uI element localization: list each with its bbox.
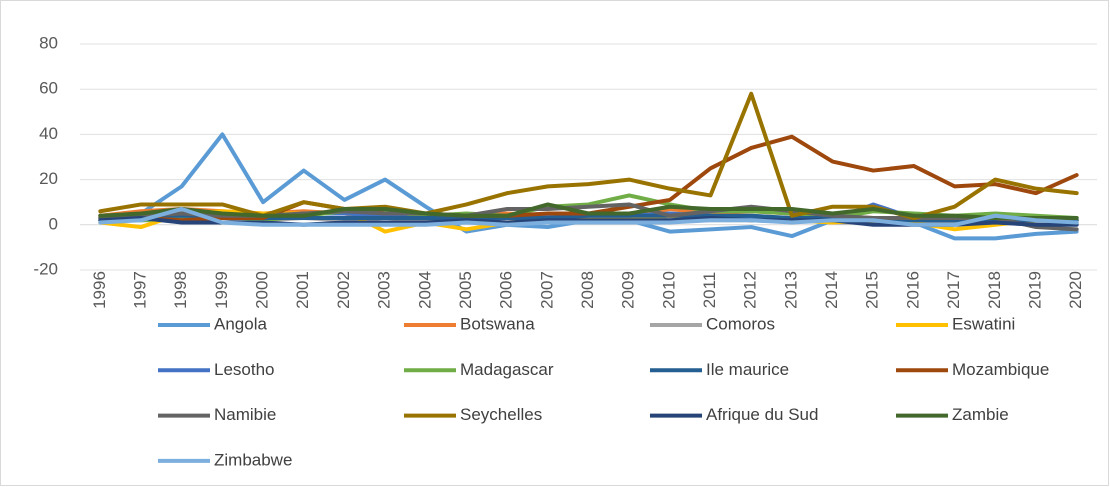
x-tick-label: 2019 — [1025, 271, 1044, 309]
x-tick-label: 2012 — [741, 271, 760, 309]
legend-label: Mozambique — [952, 360, 1049, 379]
y-tick-label: 60 — [39, 79, 58, 98]
x-tick-label: 2010 — [659, 271, 678, 309]
x-tick-label: 2007 — [537, 271, 556, 309]
y-tick-label: 40 — [39, 124, 58, 143]
x-tick-label: 1998 — [171, 271, 190, 309]
x-tick-label: 2020 — [1066, 271, 1085, 309]
x-tick-label: 2006 — [497, 271, 516, 309]
y-tick-label: -20 — [33, 259, 58, 278]
legend-label: Madagascar — [460, 360, 554, 379]
x-tick-label: 2014 — [822, 271, 841, 309]
x-tick-label: 1996 — [90, 271, 109, 309]
legend-label: Botswana — [460, 314, 535, 333]
x-tick-label: 2009 — [619, 271, 638, 309]
series-line — [98, 209, 1079, 234]
x-tick-label: 2004 — [415, 271, 434, 309]
x-tick-label: 2002 — [334, 271, 353, 309]
x-tick-label: 2017 — [944, 271, 963, 309]
x-tick-label: 2003 — [375, 271, 394, 309]
x-tick-label: 2000 — [253, 271, 272, 309]
x-tick-label: 1997 — [131, 271, 150, 309]
x-tick-label: 2016 — [903, 271, 922, 309]
legend-label: Zimbabwe — [214, 450, 292, 469]
series-line — [98, 206, 1079, 227]
legend-label: Eswatini — [952, 314, 1015, 333]
y-tick-label: 80 — [39, 33, 58, 52]
x-tick-label: 1999 — [212, 271, 231, 309]
x-tick-label: 2008 — [578, 271, 597, 309]
legend-label: Angola — [214, 314, 267, 333]
legend-label: Seychelles — [460, 405, 542, 424]
legend-label: Afrique du Sud — [706, 405, 818, 424]
legend-label: Zambie — [952, 405, 1009, 424]
x-tick-label: 2001 — [293, 271, 312, 309]
y-tick-label: 20 — [39, 169, 58, 188]
legend-label: Namibie — [214, 405, 276, 424]
legend-label: Lesotho — [214, 360, 275, 379]
legend-label: Comoros — [706, 314, 775, 333]
legend-label: Ile maurice — [706, 360, 789, 379]
x-tick-label: 2005 — [456, 271, 475, 309]
y-tick-label: 0 — [49, 214, 58, 233]
legend: Angola Botswana Comoros Eswatini Lesotho Mada… — [158, 314, 1049, 469]
x-tick-label: 2015 — [863, 271, 882, 309]
x-tick-label: 2018 — [985, 271, 1004, 309]
series-line — [98, 202, 1079, 221]
x-tick-label: 2011 — [700, 272, 719, 309]
series-line — [98, 193, 1079, 223]
x-tick-label: 2013 — [781, 271, 800, 309]
